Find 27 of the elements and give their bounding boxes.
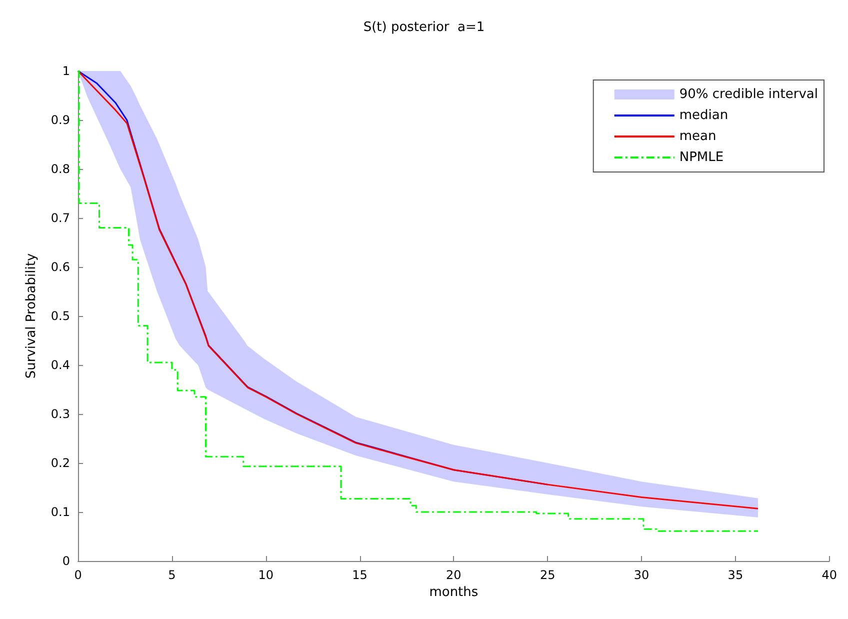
y-tick-label: 0.1: [50, 505, 70, 519]
y-tick-label: 0.3: [50, 407, 70, 421]
y-axis-title: Survival Probability: [24, 253, 39, 379]
x-tick-label: 15: [352, 568, 368, 582]
x-tick-label: 0: [74, 568, 82, 582]
x-tick-label: 35: [728, 568, 744, 582]
x-tick-label: 25: [540, 568, 556, 582]
y-tick-label: 0.5: [50, 309, 70, 323]
x-tick-label: 10: [258, 568, 274, 582]
legend-label: mean: [679, 129, 716, 144]
x-tick-label: 40: [822, 568, 838, 582]
x-tick-label: 5: [168, 568, 176, 582]
y-tick-label: 0.4: [50, 358, 70, 372]
legend-label: median: [679, 108, 728, 123]
y-tick-label: 0.8: [50, 162, 70, 176]
y-tick-label: 0.2: [50, 456, 70, 470]
chart-title: S(t) posterior a=1: [363, 20, 485, 35]
y-tick-label: 0.7: [50, 211, 70, 225]
y-tick-label: 1: [62, 64, 70, 78]
x-tick-label: 30: [634, 568, 650, 582]
legend-label: 90% credible interval: [679, 87, 818, 102]
y-tick-label: 0.9: [50, 113, 70, 127]
y-tick-label: 0.6: [50, 260, 70, 274]
x-axis-title: months: [429, 584, 478, 600]
x-tick-label: 20: [446, 568, 462, 582]
y-tick-label: 0: [62, 554, 70, 568]
legend-label: NPMLE: [679, 150, 724, 165]
